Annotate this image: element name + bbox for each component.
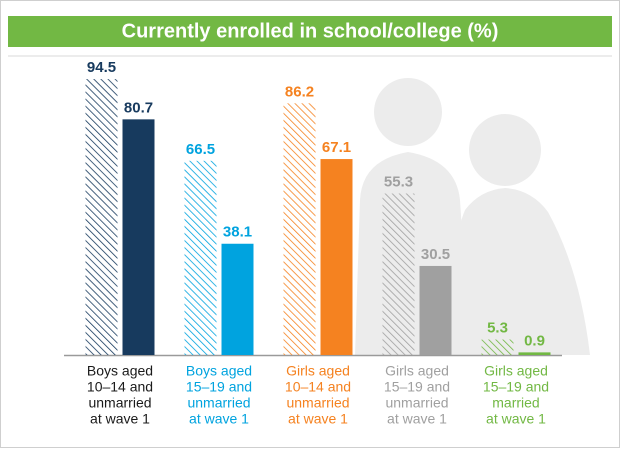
x-tick-label: unmarried	[385, 395, 448, 411]
value-label: 30.5	[421, 246, 450, 263]
value-label: 80.7	[124, 99, 153, 116]
value-label: 66.5	[186, 141, 215, 158]
bar	[518, 352, 551, 355]
x-tick-label: 15–19 and	[384, 379, 450, 395]
bar	[382, 193, 415, 355]
bar	[320, 159, 353, 355]
x-tick-label: 10–14 and	[285, 379, 351, 395]
x-tick-label: unmarried	[286, 395, 349, 411]
bar	[122, 119, 155, 355]
value-label: 67.1	[322, 139, 351, 156]
value-label: 38.1	[223, 224, 252, 241]
x-tick-label: at wave 1	[189, 411, 249, 427]
x-tick-label: 10–14 and	[87, 379, 153, 395]
bar	[85, 79, 118, 355]
x-tick-label: 15–19 and	[483, 379, 549, 395]
x-tick-label: 15–19 and	[186, 379, 252, 395]
x-tick-label: at wave 1	[288, 411, 348, 427]
x-tick-label: Boys aged	[186, 363, 252, 379]
x-tick-label: Girls aged	[385, 363, 449, 379]
chart-title: Currently enrolled in school/college (%)	[122, 20, 499, 42]
x-tick-label: Boys aged	[87, 363, 153, 379]
x-tick-label: unmarried	[187, 395, 250, 411]
bar	[221, 243, 254, 355]
value-label: 55.3	[384, 173, 413, 190]
bar	[283, 103, 316, 356]
x-tick-label: at wave 1	[90, 411, 150, 427]
value-label: 5.3	[487, 319, 508, 336]
value-label: 86.2	[285, 83, 314, 100]
x-tick-label: at wave 1	[387, 411, 447, 427]
x-tick-label: married	[492, 395, 539, 411]
value-label: 0.9	[524, 332, 545, 349]
x-tick-label: unmarried	[88, 395, 151, 411]
bar	[481, 339, 514, 355]
x-tick-label: Girls aged	[286, 363, 350, 379]
x-tick-label: Girls aged	[484, 363, 548, 379]
title-bar	[8, 16, 612, 47]
bar	[419, 265, 452, 355]
x-tick-label: at wave 1	[486, 411, 546, 427]
value-label: 94.5	[87, 59, 116, 76]
bar	[184, 160, 217, 355]
